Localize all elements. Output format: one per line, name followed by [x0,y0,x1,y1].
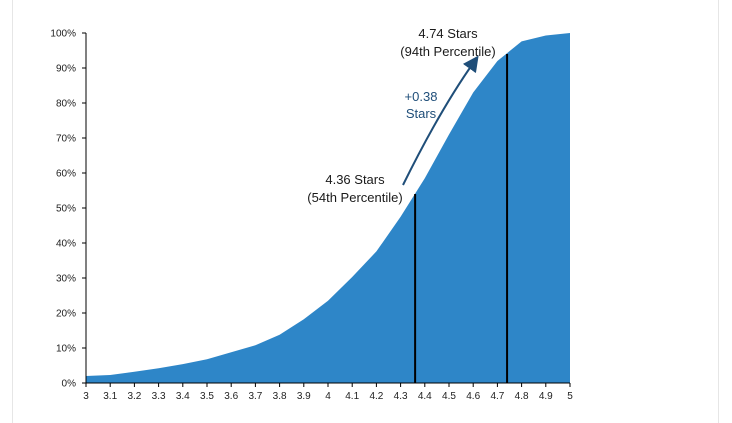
arrow-delta-label-line1: +0.38 [405,89,438,104]
x-tick-label: 3.6 [224,391,238,402]
x-tick-label: 3.9 [297,391,311,402]
x-tick-label: 3.3 [152,391,166,402]
arrow-delta-label-line2: Stars [406,106,437,121]
y-tick-label: 30% [56,274,76,285]
cumulative-area [86,33,570,383]
marker-layer [414,54,509,383]
marker-1-label-line2: (54th Percentile) [307,190,402,205]
y-tick-label: 80% [56,99,76,110]
label-layer: 0% 10% 20% 30% 40% 50% 60% 70% 80% 90% 100% 3 3.1 3.2… [50,29,573,403]
x-tick-label: 4.5 [442,391,456,402]
x-tick-label: 3.8 [273,391,287,402]
x-tick-label: 4.1 [345,391,359,402]
y-tick-label: 100% [50,29,76,40]
y-tick-label: 20% [56,309,76,320]
x-tick-label: 4.4 [418,391,432,402]
y-tick-label: 70% [56,134,76,145]
y-tick-label: 60% [56,169,76,180]
delta-arrow [402,55,479,186]
y-tick-label: 10% [56,344,76,355]
y-tick-label: 0% [62,379,77,390]
x-tick-label: 5 [567,391,573,402]
axis-layer [82,32,571,387]
x-tick-label: 4.7 [490,391,504,402]
x-tick-label: 3.7 [248,391,262,402]
x-tick-label: 4.2 [369,391,383,402]
x-tick-label: 3 [83,391,89,402]
marker-2-label-line1: 4.74 Stars [418,26,478,41]
x-tick-label: 3.1 [103,391,117,402]
y-tick-label: 90% [56,64,76,75]
y-tick-label: 50% [56,204,76,215]
marker-1-label-line1: 4.36 Stars [325,172,385,187]
x-tick-label: 4.9 [539,391,553,402]
marker-2-label-line2: (94th Percentile) [400,44,495,59]
x-tick-label: 3.4 [176,391,190,402]
x-tick-label: 4.3 [394,391,408,402]
x-tick-label: 4 [325,391,331,402]
x-tick-label: 4.8 [515,391,529,402]
page-edge-left [12,0,13,423]
page-edge-right [718,0,719,423]
x-tick-label: 4.6 [466,391,480,402]
area-layer [86,33,570,383]
y-tick-label: 40% [56,239,76,250]
x-tick-label: 3.5 [200,391,214,402]
x-tick-label: 3.2 [127,391,141,402]
